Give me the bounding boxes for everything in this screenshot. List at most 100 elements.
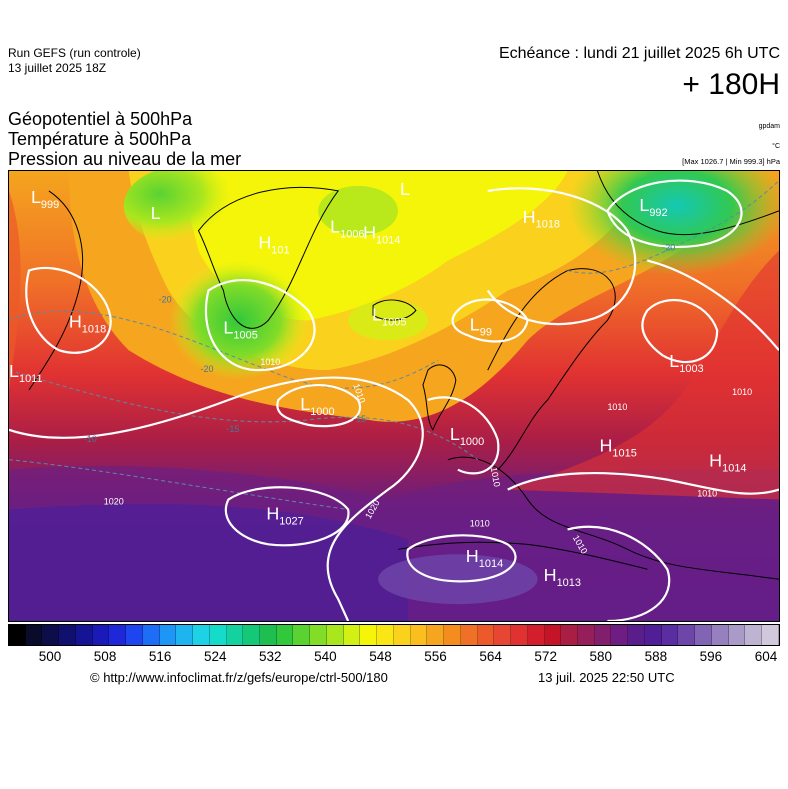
isobar-1010-east (507, 472, 779, 495)
colorbar-swatch (460, 625, 478, 645)
coast-iceland (372, 299, 417, 321)
field-green-greenland (168, 260, 309, 381)
field-red-west (9, 190, 21, 391)
isotherm-label: -20 (662, 243, 675, 253)
high-pressure-label: H101 (258, 233, 289, 257)
high-pressure-label: H1018 (523, 207, 560, 231)
colorbar-swatch (544, 625, 562, 645)
coast-europe-south (447, 456, 779, 580)
colorbar-swatch (360, 625, 378, 645)
coast-north-africa (397, 541, 648, 570)
isobar-label: 1010 (470, 518, 490, 528)
lead-time: + 180H (682, 68, 780, 101)
field-green-north (123, 171, 244, 246)
field-red-east (507, 250, 779, 500)
high-pressure-label: H1018 (69, 311, 106, 335)
colorbar-swatch (343, 625, 361, 645)
field-deep-purple (9, 503, 408, 621)
colorbar-swatch (427, 625, 445, 645)
colorbar-swatch (661, 625, 679, 645)
isobar-low-1000 (276, 383, 362, 428)
colorbar-swatch (477, 625, 495, 645)
field-green-small (318, 185, 398, 236)
colorbar-swatch (142, 625, 160, 645)
colorbar-tick: 532 (259, 649, 282, 664)
run-title: Run GEFS (run controle) (8, 46, 141, 60)
colorbar-swatch (678, 625, 696, 645)
colorbar-swatch (745, 625, 763, 645)
coast-north-america (28, 190, 84, 391)
isotherm-labels: -20 -20 -20 -15 -15 -10 (84, 243, 675, 444)
isotherm-label: -15 (353, 414, 366, 424)
isobar-high-1027 (224, 486, 350, 547)
colorbar-swatch (393, 625, 411, 645)
isotherm-d (9, 459, 349, 510)
minmax-pressure: [Max 1026.7 | Min 999.3] hPa (682, 157, 780, 166)
isobar-label: 1010 (697, 489, 717, 499)
low-pressure-label: L99 (470, 314, 492, 338)
colorbar-tick: 500 (38, 649, 62, 664)
field-lavender (378, 554, 538, 605)
low-pressure-label: L (151, 203, 161, 223)
low-pressure-label: L (400, 179, 410, 199)
low-pressure-label: L1011 (9, 361, 43, 385)
coast-greenland (197, 186, 340, 329)
coastlines (28, 171, 779, 580)
isotherm-label: -20 (201, 364, 214, 374)
colorbar-swatch (243, 625, 261, 645)
colorbar-swatch (594, 625, 612, 645)
isobar-high-1014 (406, 534, 517, 583)
field-geopotential: Géopotentiel à 500hPa (8, 109, 193, 129)
unit-gpdam: gpdam (758, 123, 780, 130)
isobar-1010-ne (647, 259, 779, 351)
colorbar-swatch (494, 625, 512, 645)
colorbar-swatch (561, 625, 578, 645)
weather-map-svg: 1010 1010 1010 1010 1010 1010 1010 1010 … (9, 171, 779, 621)
colorbar-swatch (126, 625, 143, 645)
high-pressure-label: H1014 (363, 223, 400, 247)
colorbar-swatch (762, 625, 779, 645)
low-pressure-label: L1000 (300, 394, 334, 418)
low-pressure-label: L1000 (450, 424, 484, 448)
low-pressure-label: L999 (31, 187, 59, 211)
high-pressure-label: H1014 (709, 451, 746, 475)
field-temperature: Température à 500hPa (8, 129, 192, 149)
isotherm-b (9, 369, 479, 461)
generated-time: 13 juil. 2025 22:50 UTC (538, 670, 675, 685)
colorbar-tick: 508 (93, 649, 117, 664)
colorbar-swatch (176, 625, 194, 645)
colorbar-tick: 524 (203, 649, 227, 664)
valid-time: Echéance : lundi 21 juillet 2025 6h UTC (498, 45, 780, 62)
isobar-low-99 (451, 298, 529, 343)
isotherm-label: -15 (226, 424, 239, 434)
isotherm-a (9, 310, 439, 389)
unit-celsius: °C (772, 143, 780, 150)
colorbar-swatch (226, 625, 244, 645)
coast-british-isles (422, 364, 457, 431)
colorbar-swatch (695, 625, 712, 645)
isobar-1010-se (567, 525, 671, 621)
weather-map: 1010 1010 1010 1010 1010 1010 1010 1010 … (8, 170, 780, 622)
isobar-low-greenland (204, 279, 316, 372)
colorbar-swatch (511, 625, 528, 645)
colorbar-swatch (109, 625, 127, 645)
isobar-label: 1010 (489, 466, 502, 487)
colorbar-swatch (326, 625, 344, 645)
isobar-high-1018 (25, 266, 112, 354)
colorbar-swatch (644, 625, 662, 645)
colorbar-swatch (209, 625, 227, 645)
colorbar-swatch (159, 625, 177, 645)
colorbar-tick: 572 (534, 649, 557, 664)
colorbar-swatch (377, 625, 394, 645)
colorbar-tick: 540 (314, 649, 337, 664)
colorbar-swatch (527, 625, 545, 645)
colorbar-swatch (310, 625, 327, 645)
colorbar-swatch (42, 625, 60, 645)
colorbar-swatch (25, 625, 43, 645)
colorbar-tick: 564 (479, 649, 502, 664)
colorbar-tick: 596 (699, 649, 723, 664)
high-pressure-label: H1014 (466, 546, 503, 570)
colorbar-tick: 604 (754, 649, 778, 664)
coast-scandinavia (487, 268, 616, 471)
isobar-label: 1010 (732, 387, 752, 397)
